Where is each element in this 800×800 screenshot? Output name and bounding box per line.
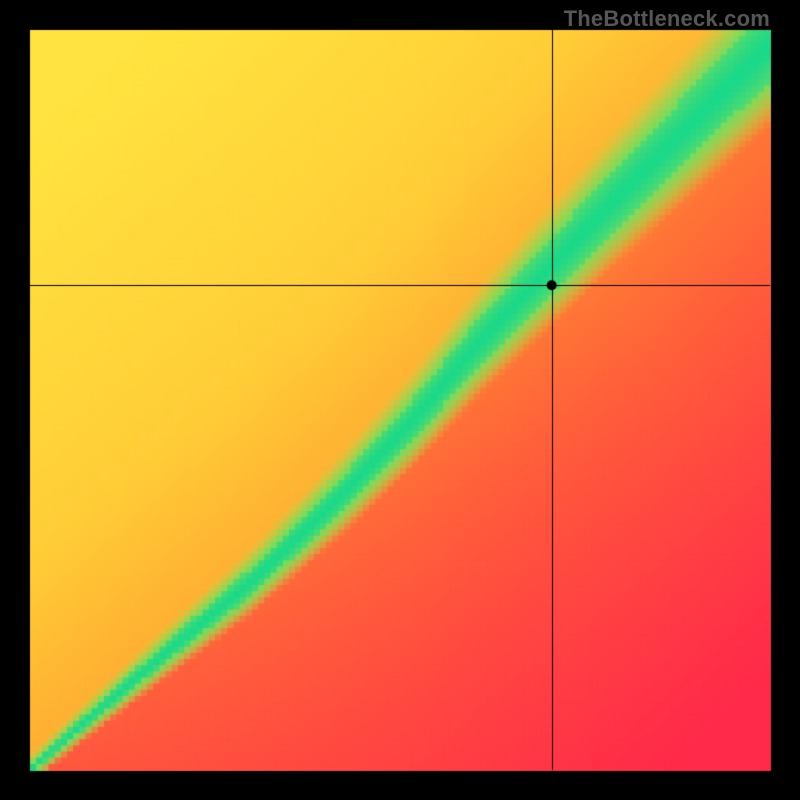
chart-container: TheBottleneck.com xyxy=(0,0,800,800)
heatmap-canvas xyxy=(0,0,800,800)
watermark-label: TheBottleneck.com xyxy=(564,6,770,32)
